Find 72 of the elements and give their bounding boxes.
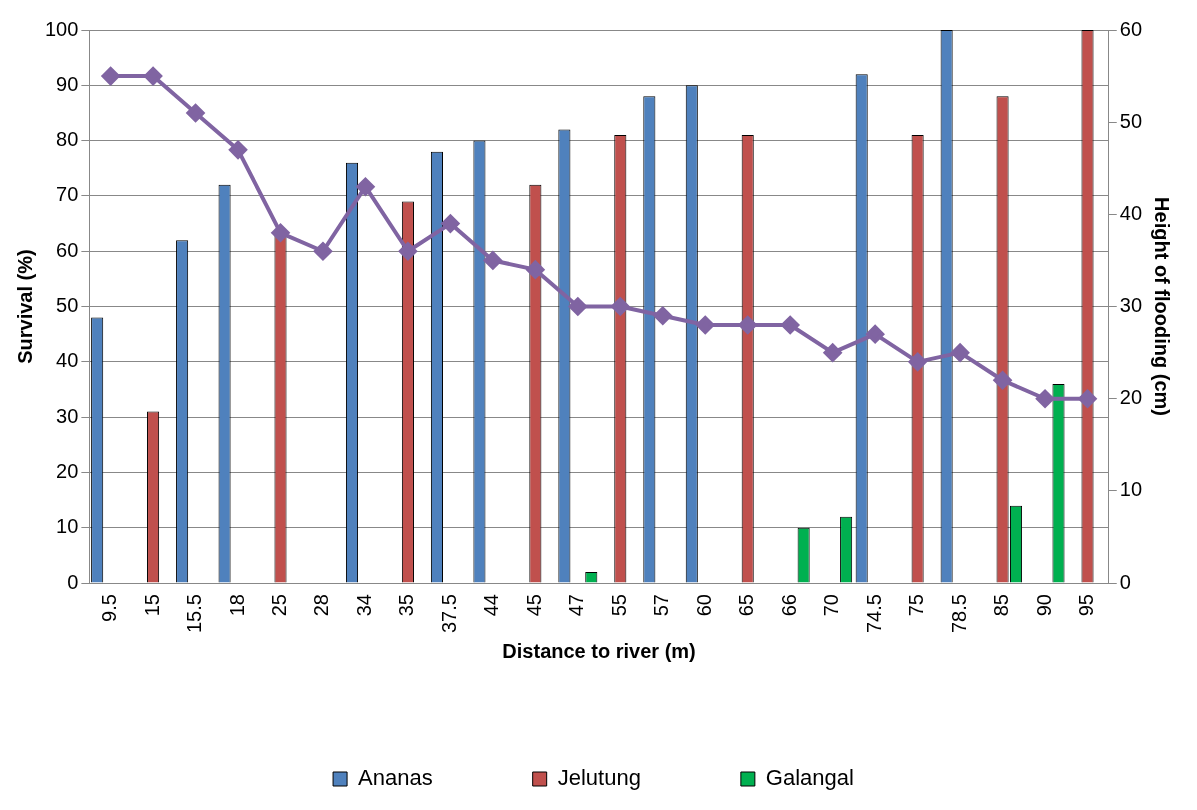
y-axis-title: Survival (%) (13, 249, 36, 364)
x-tick-label: 9.5 (98, 594, 121, 622)
x-tick-label: 95 (1075, 594, 1098, 617)
x-tick-label: 55 (607, 594, 630, 617)
point (1036, 389, 1055, 408)
x-tick-label: 15.5 (183, 594, 206, 634)
x-tick-label: 90 (1032, 594, 1055, 617)
y2-tick-label: 20 (1119, 386, 1142, 409)
x-tick-label: 18 (225, 594, 248, 617)
point (526, 260, 545, 279)
point (398, 242, 417, 261)
y2-tick-label: 50 (1119, 109, 1142, 132)
point (908, 352, 927, 371)
y2-axis-title: Height of flooding (cm) (1151, 197, 1174, 416)
point (993, 371, 1012, 390)
point (1078, 389, 1097, 408)
x-tick-label: 45 (522, 594, 545, 617)
point (356, 177, 375, 196)
point (738, 315, 757, 334)
x-tick-label: 75 (905, 594, 928, 617)
x-tick-label: 85 (990, 594, 1013, 617)
x-tick-label: 66 (777, 594, 800, 617)
x-tick-label: 25 (268, 594, 291, 617)
legend-label: Jelutung (557, 765, 641, 791)
y2-tick-label: 30 (1119, 294, 1142, 317)
y2-tick-label: 0 (1119, 570, 1131, 593)
point (186, 103, 205, 122)
x-tick-label: 37.5 (437, 594, 460, 634)
x-tick-label: 28 (310, 594, 333, 617)
point (441, 214, 460, 233)
y-tick-label: 70 (56, 183, 79, 206)
point (568, 297, 587, 316)
point (144, 67, 163, 86)
y-tick-label: 90 (56, 72, 79, 95)
x-tick-label: 35 (395, 594, 418, 617)
y-tick-label: 60 (56, 238, 79, 261)
y-tick-label: 20 (56, 459, 79, 482)
y-tick-label: 50 (56, 294, 79, 317)
x-tick-label: 34 (352, 594, 375, 617)
legend-label: Ananas (358, 765, 433, 791)
point (951, 343, 970, 362)
x-tick-label: 60 (692, 594, 715, 617)
point (229, 140, 248, 159)
point (101, 67, 120, 86)
y-tick-label: 10 (56, 515, 79, 538)
x-tick-label: 70 (820, 594, 843, 617)
point (866, 325, 885, 344)
y2-tick-label: 60 (1119, 17, 1142, 40)
y-tick-label: 30 (56, 404, 79, 427)
x-tick-label: 47 (565, 594, 588, 617)
y-tick-label: 0 (67, 570, 79, 593)
point (781, 315, 800, 334)
x-tick-label: 65 (735, 594, 758, 617)
y-tick-label: 80 (56, 128, 79, 151)
point (313, 242, 332, 261)
x-tick-label: 44 (480, 594, 503, 617)
x-tick-label: 15 (140, 594, 163, 617)
x-tick-label: 57 (650, 594, 673, 617)
legend-label: Galangal (765, 765, 854, 791)
x-axis-title: Distance to river (m) (502, 639, 696, 662)
point (823, 343, 842, 362)
point (611, 297, 630, 316)
point (483, 251, 502, 270)
y-tick-label: 40 (56, 349, 79, 372)
point (653, 306, 672, 325)
y2-tick-label: 10 (1119, 478, 1142, 501)
y-tick-label: 100 (44, 17, 79, 40)
x-tick-label: 74.5 (862, 594, 885, 634)
point (271, 223, 290, 242)
y2-tick-label: 40 (1119, 201, 1142, 224)
x-tick-label: 78.5 (947, 594, 970, 634)
point (696, 315, 715, 334)
